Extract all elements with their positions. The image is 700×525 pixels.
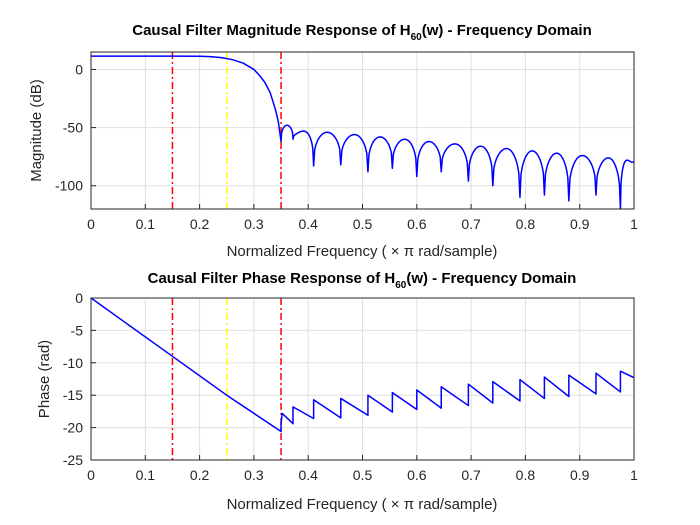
magnitude-y-label: Magnitude (dB) bbox=[28, 79, 45, 182]
phase-title-tail: (w) - Frequency Domain bbox=[406, 270, 576, 287]
phase-x-tick-label-2: 0.2 bbox=[190, 467, 210, 483]
phase-x-tick-label-7: 0.7 bbox=[461, 467, 481, 483]
phase-x-label: Normalized Frequency ( × π rad/sample) bbox=[227, 496, 498, 513]
magnitude-x-tick-label-1: 0.1 bbox=[136, 216, 156, 232]
magnitude-series bbox=[91, 55, 635, 210]
phase-x-tick-label-0: 0 bbox=[87, 467, 95, 483]
magnitude-y-tick-label-2: -100 bbox=[55, 178, 83, 194]
phase-y-label: Phase (rad) bbox=[36, 340, 53, 418]
phase-y-tick-label-4: -20 bbox=[63, 420, 83, 436]
magnitude-ticks: 0 0.1 0.2 0.3 0.4 0.5 0.6 0.7 0.8 0.9 1 0 -50 -100 bbox=[55, 61, 638, 232]
phase-cutoff-lines bbox=[171, 298, 282, 460]
magnitude-series-line bbox=[91, 55, 635, 210]
phase-y-tick-label-0: 0 bbox=[75, 290, 83, 306]
magnitude-title-subscript: 60 bbox=[411, 32, 423, 43]
phase-y-tick-label-2: -10 bbox=[63, 355, 83, 371]
magnitude-x-tick-label-3: 0.3 bbox=[244, 216, 264, 232]
magnitude-x-tick-label-6: 0.6 bbox=[407, 216, 427, 232]
phase-y-tick-label-5: -25 bbox=[63, 452, 83, 468]
phase-series-line bbox=[90, 297, 635, 433]
phase-title-main: Causal Filter Phase Response of H bbox=[148, 270, 396, 287]
magnitude-y-tick-label-0: 0 bbox=[75, 61, 83, 77]
phase-x-tick-label-10: 1 bbox=[630, 467, 638, 483]
phase-x-tick-label-1: 0.1 bbox=[136, 467, 156, 483]
magnitude-x-tick-label-2: 0.2 bbox=[190, 216, 210, 232]
phase-y-tick-label-3: -15 bbox=[63, 387, 83, 403]
magnitude-title-tail: (w) - Frequency Domain bbox=[422, 22, 592, 39]
phase-x-tick-label-5: 0.5 bbox=[353, 467, 373, 483]
phase-x-tick-label-4: 0.4 bbox=[298, 467, 318, 483]
magnitude-x-tick-label-0: 0 bbox=[87, 216, 95, 232]
phase-chart: Causal Filter Phase Response of H60(w) -… bbox=[36, 270, 638, 513]
phase-x-tick-label-3: 0.3 bbox=[244, 467, 264, 483]
magnitude-x-tick-label-9: 0.9 bbox=[570, 216, 590, 232]
phase-x-tick-label-9: 0.9 bbox=[570, 467, 590, 483]
magnitude-cutoff-lines bbox=[171, 52, 282, 209]
phase-ticks: 0 0.1 0.2 0.3 0.4 0.5 0.6 0.7 0.8 0.9 1 0 -5 -10 -15 -2… bbox=[63, 290, 638, 483]
phase-x-tick-label-8: 0.8 bbox=[516, 467, 536, 483]
phase-title: Causal Filter Phase Response of H60(w) -… bbox=[148, 270, 577, 291]
phase-title-subscript: 60 bbox=[395, 280, 407, 291]
magnitude-x-tick-label-10: 1 bbox=[630, 216, 638, 232]
phase-series bbox=[90, 297, 635, 433]
magnitude-x-tick-label-4: 0.4 bbox=[298, 216, 318, 232]
magnitude-x-tick-label-7: 0.7 bbox=[461, 216, 481, 232]
magnitude-title-main: Causal Filter Magnitude Response of H bbox=[132, 22, 410, 39]
magnitude-x-label: Normalized Frequency ( × π rad/sample) bbox=[227, 243, 498, 260]
magnitude-x-tick-label-8: 0.8 bbox=[516, 216, 536, 232]
phase-x-tick-label-6: 0.6 bbox=[407, 467, 427, 483]
magnitude-title: Causal Filter Magnitude Response of H60(… bbox=[132, 22, 592, 43]
phase-y-tick-label-1: -5 bbox=[71, 322, 84, 338]
magnitude-x-tick-label-5: 0.5 bbox=[353, 216, 373, 232]
magnitude-chart: Causal Filter Magnitude Response of H60(… bbox=[28, 22, 638, 260]
magnitude-y-tick-label-1: -50 bbox=[63, 120, 83, 136]
